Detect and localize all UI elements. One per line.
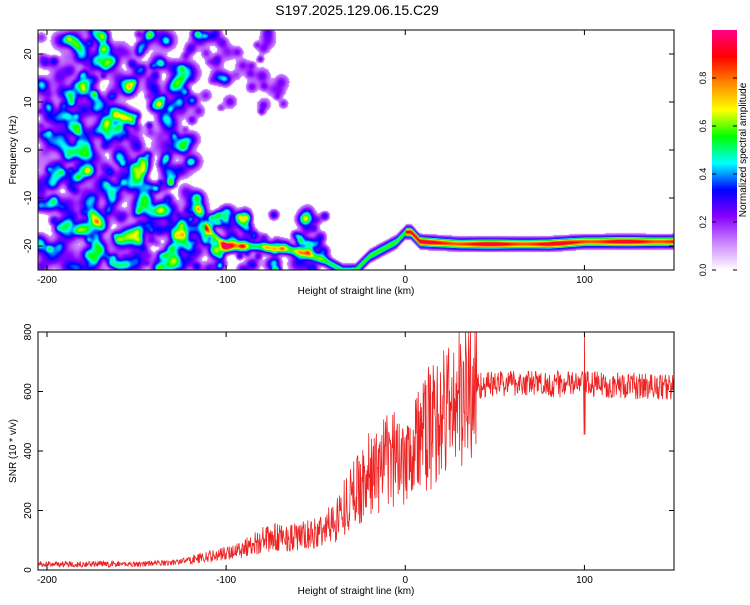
y-tick-label: 0 bbox=[23, 147, 34, 153]
x-tick-label: 100 bbox=[576, 275, 593, 286]
colorbar: 0.0 0.2 0.4 0.6 0.8 Normalized spectral ampl… bbox=[698, 30, 749, 276]
x-tick-label: -100 bbox=[216, 275, 236, 286]
colorbar-tick-label: 0.4 bbox=[698, 168, 708, 181]
snr-x-ticks: -200 -100 0 100 bbox=[37, 332, 593, 586]
heatmap-y-axis-label: Frequency (Hz) bbox=[8, 116, 19, 185]
spectrogram-image bbox=[38, 30, 674, 270]
snr-plot-area bbox=[38, 332, 674, 570]
colorbar-tick-label: 0.0 bbox=[698, 264, 708, 277]
y-tick-label: 400 bbox=[23, 442, 34, 459]
y-tick-label: 600 bbox=[23, 383, 34, 400]
colorbar-ticks: 0.0 0.2 0.4 0.6 0.8 bbox=[698, 72, 737, 277]
colorbar-gradient bbox=[712, 30, 737, 270]
heatmap-x-axis-label: Height of straight line (km) bbox=[298, 286, 415, 297]
colorbar-label: Normalized spectral amplitude bbox=[738, 82, 749, 217]
x-tick-label: 0 bbox=[402, 575, 408, 586]
x-tick-label: -200 bbox=[37, 575, 57, 586]
snr-chart: -200 -100 0 100 0 200 400 600 800 Height of str… bbox=[8, 323, 675, 597]
heatmap-y-ticks: -20 -10 0 10 20 bbox=[23, 48, 674, 253]
y-tick-label: -10 bbox=[23, 190, 34, 205]
heatmap-x-ticks: -200 -100 0 100 bbox=[37, 30, 593, 286]
x-tick-label: 100 bbox=[576, 575, 593, 586]
colorbar-tick-label: 0.2 bbox=[698, 216, 708, 229]
figure-title: S197.2025.129.06.15.C29 bbox=[275, 2, 439, 18]
y-tick-label: -20 bbox=[23, 238, 34, 253]
y-tick-label: 200 bbox=[23, 502, 34, 519]
colorbar-tick-label: 0.8 bbox=[698, 72, 708, 85]
snr-y-axis-label: SNR (10 * v/v) bbox=[8, 419, 19, 483]
y-tick-label: 20 bbox=[23, 48, 34, 60]
y-tick-label: 10 bbox=[23, 96, 34, 108]
snr-x-axis-label: Height of straight line (km) bbox=[298, 586, 415, 597]
x-tick-label: -200 bbox=[37, 275, 57, 286]
snr-y-ticks: 0 200 400 600 800 bbox=[23, 323, 674, 573]
x-tick-label: -100 bbox=[216, 575, 236, 586]
y-tick-label: 800 bbox=[23, 323, 34, 340]
y-tick-label: 0 bbox=[23, 567, 34, 573]
x-tick-label: 0 bbox=[402, 275, 408, 286]
colorbar-tick-label: 0.6 bbox=[698, 120, 708, 133]
snr-series-line bbox=[37, 331, 675, 569]
